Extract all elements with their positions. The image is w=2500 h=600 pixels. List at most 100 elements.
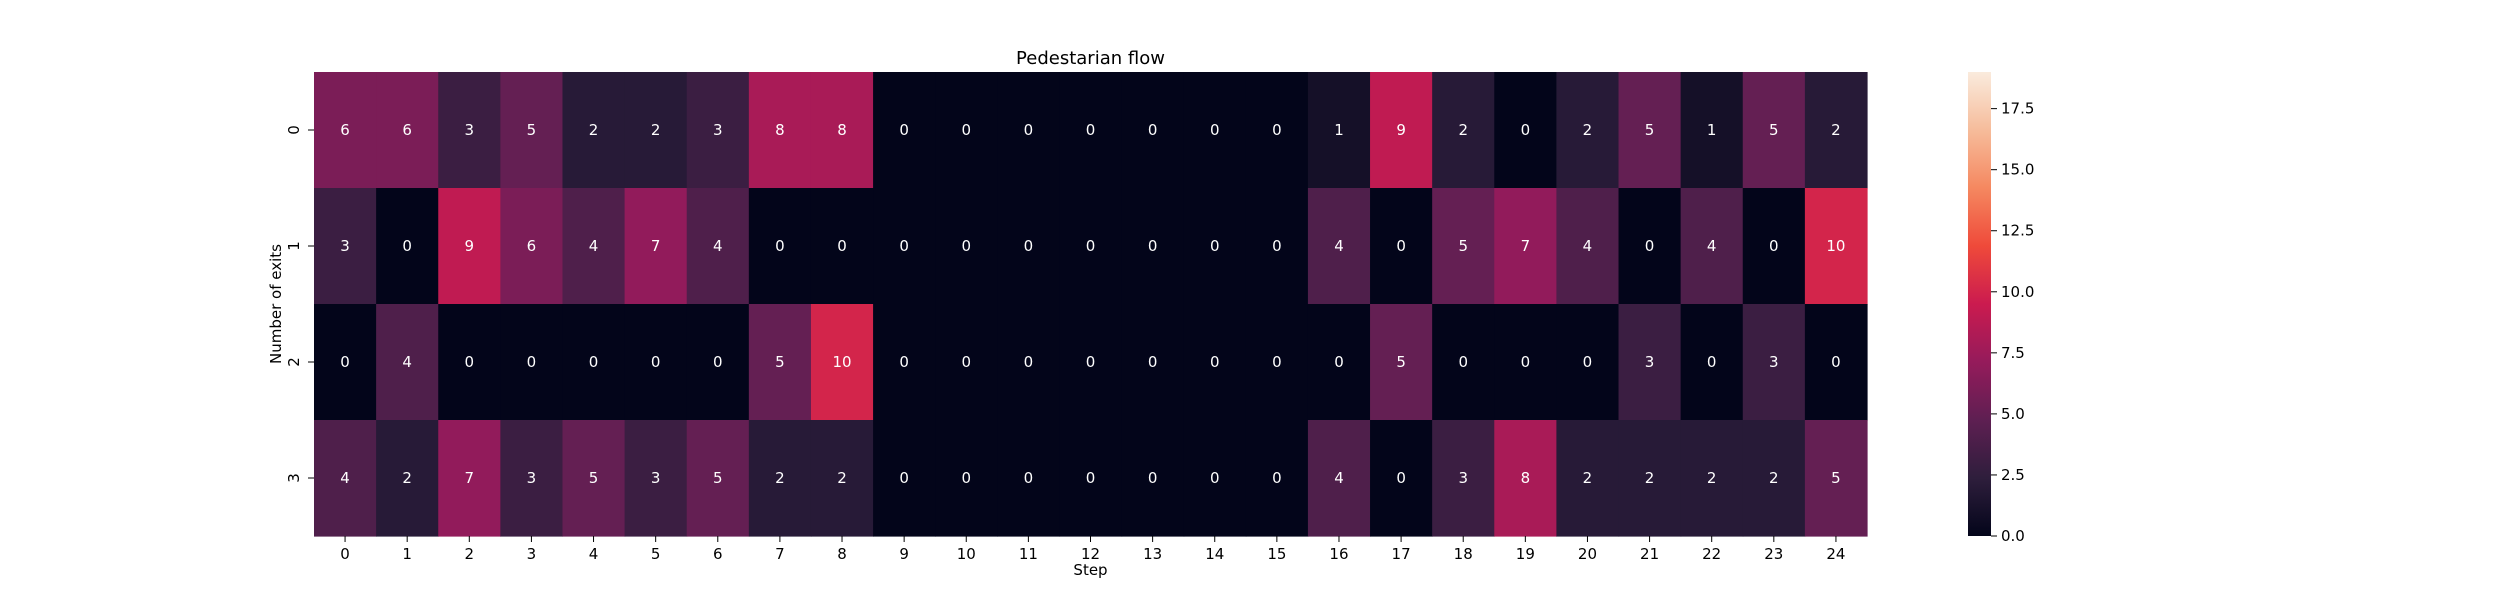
heatmap-cell [997,304,1061,421]
cell-value-label: 0 [775,237,785,255]
heatmap-cell [1121,72,1185,189]
heatmap-cell [1307,188,1371,305]
cell-value-label: 0 [1831,353,1841,371]
heatmap-cell [1183,304,1247,421]
cell-value-label: 0 [961,121,971,139]
x-tick-label: 6 [713,545,723,563]
cell-value-label: 2 [775,469,785,487]
x-tick-label: 19 [1516,545,1535,563]
cell-value-label: 6 [402,121,412,139]
cell-value-label: 0 [1148,469,1158,487]
heatmap-cell [810,420,874,537]
heatmap-cell [438,188,501,305]
cell-value-label: 2 [1645,469,1655,487]
cell-value-label: 0 [1086,237,1096,255]
heatmap-cell [686,304,750,421]
heatmap-cell [1804,72,1868,189]
heatmap-cell [1307,420,1371,537]
cell-value-label: 8 [1521,469,1531,487]
chart-title: Pedestarian flow [1016,48,1165,69]
heatmap-cell [1370,420,1433,537]
heatmap-cell [1059,420,1123,537]
x-tick-label: 14 [1205,545,1224,563]
heatmap-cell [1804,188,1868,305]
cell-value-label: 2 [589,121,599,139]
cell-value-label: 0 [1148,237,1158,255]
heatmap-cells: 6 6 3 5 2 2 3 8 8 0 0 0 0 0 0 0 1 9 2 0 2 5 1 5 2 3 0 9 6 4 7 4 0 0 0 0 0 0 0 0… [314,72,1868,537]
cell-value-label: 0 [713,353,723,371]
heatmap-cell [624,304,688,421]
cell-value-label: 2 [1458,121,1468,139]
cell-value-label: 3 [1769,353,1779,371]
cell-value-label: 2 [1583,121,1593,139]
heatmap-cell [1183,188,1247,305]
cell-value-label: 0 [1334,353,1344,371]
x-axis: 0 1 2 3 4 5 6 7 8 9 10 11 12 13 14 15 16 17 18 19 20 21 22 23 24 [340,536,1845,563]
heatmap-cell [1494,304,1557,421]
heatmap-cell [748,72,812,189]
cell-value-label: 0 [1210,469,1220,487]
heatmap-cell [686,72,750,189]
heatmap-cell [438,304,501,421]
cell-value-label: 4 [713,237,723,255]
heatmap-cell [562,304,626,421]
heatmap-cell [1680,304,1744,421]
heatmap-cell [810,188,874,305]
heatmap-cell [748,420,812,537]
cell-value-label: 0 [1024,353,1034,371]
cell-value-label: 5 [713,469,723,487]
colorbar-tick-label: 17.5 [2001,100,2034,118]
cell-value-label: 7 [1521,237,1531,255]
cell-value-label: 0 [899,469,909,487]
heatmap-cell [686,420,750,537]
cell-value-label: 5 [1769,121,1779,139]
cell-value-label: 2 [837,469,847,487]
cell-value-label: 4 [1334,469,1344,487]
colorbar-tick-label: 7.5 [2001,344,2025,362]
x-tick-label: 23 [1764,545,1783,563]
heatmap-cell [748,304,812,421]
cell-value-label: 0 [1210,121,1220,139]
cell-value-label: 0 [899,237,909,255]
cell-value-label: 3 [465,121,475,139]
heatmap-cell [624,188,688,305]
heatmap-cell [1370,304,1433,421]
cell-value-label: 10 [832,353,851,371]
cell-value-label: 0 [1396,469,1406,487]
heatmap-cell [562,72,626,189]
x-tick-label: 13 [1143,545,1162,563]
x-axis-label: Step [1073,561,1107,579]
cell-value-label: 4 [340,469,350,487]
heatmap-cell [1370,188,1433,305]
cell-value-label: 0 [1521,121,1531,139]
x-tick-label: 17 [1392,545,1411,563]
heatmap-cell [438,420,501,537]
y-tick-label: 1 [285,241,303,251]
heatmap-cell [1121,420,1185,537]
heatmap-cell [1618,188,1682,305]
cell-value-label: 0 [1024,121,1034,139]
x-tick-label: 24 [1826,545,1845,563]
cell-value-label: 0 [961,469,971,487]
heatmap-cell [997,72,1061,189]
heatmap-cell [314,72,377,189]
heatmap-cell [314,304,377,421]
heatmap-cell [1121,188,1185,305]
heatmap-cell [873,420,936,537]
cell-value-label: 0 [340,353,350,371]
heatmap-cell [1245,72,1309,189]
heatmap-cell [1059,188,1123,305]
heatmap-cell [500,304,564,421]
heatmap-cell [376,420,439,537]
cell-value-label: 5 [775,353,785,371]
cell-value-label: 3 [1645,353,1655,371]
y-tick-label: 2 [285,357,303,367]
cell-value-label: 0 [961,237,971,255]
x-tick-label: 1 [402,545,412,563]
x-tick-label: 11 [1019,545,1038,563]
heatmap-cell [376,304,439,421]
colorbar-tick-label: 5.0 [2001,405,2025,423]
heatmap-cell [997,420,1061,537]
cell-value-label: 3 [713,121,723,139]
heatmap-cell [1307,72,1371,189]
